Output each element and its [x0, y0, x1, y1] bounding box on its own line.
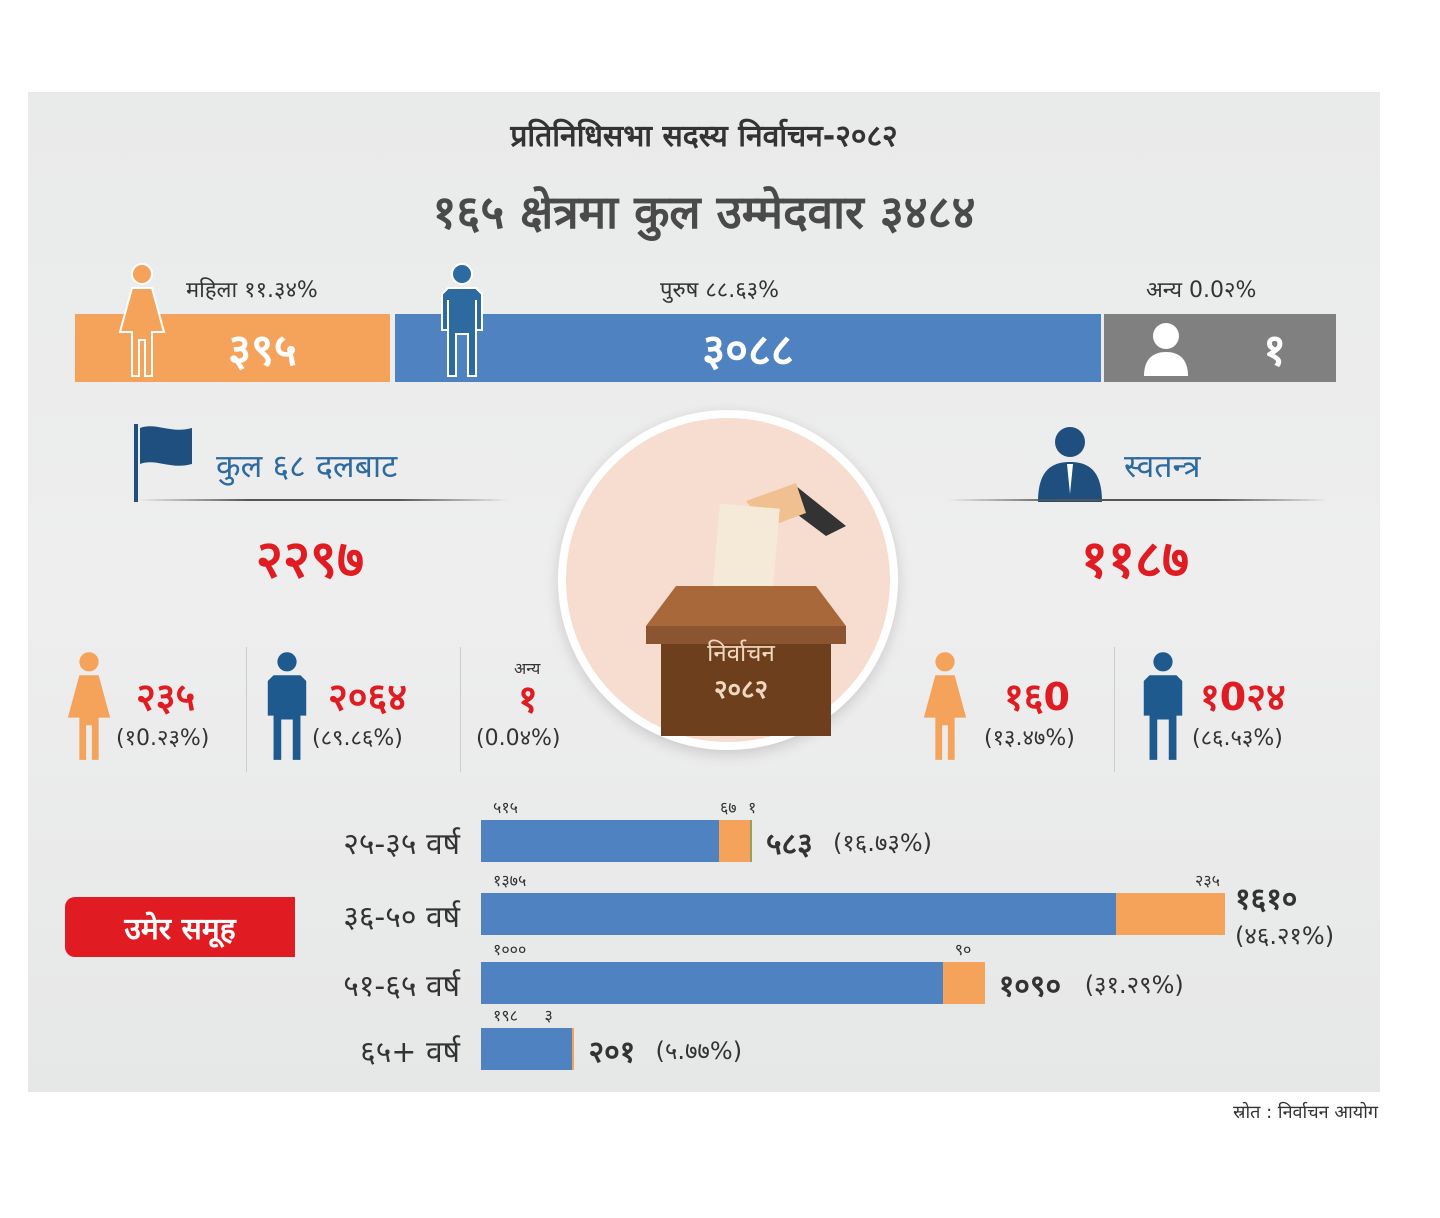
male-label: पुरुष ८८.६३%: [660, 278, 780, 303]
other-bar: १: [1104, 314, 1336, 382]
female-icon: [118, 263, 166, 377]
age-category-label: ५१-६५ वर्ष: [343, 969, 460, 1004]
other-label: अन्य 0.0२%: [1146, 278, 1257, 303]
ballot-box-icon: [646, 483, 846, 736]
male-icon: [441, 263, 483, 377]
independent-male-pct: (८६.५३%): [1192, 726, 1283, 751]
independent-female-pct: (१३.४७%): [984, 726, 1075, 751]
age-total: २०१: [588, 1035, 636, 1070]
male-count: ३०८८: [702, 325, 794, 376]
age-bar-segment: [481, 962, 944, 1004]
age-bar-segment: [481, 820, 719, 862]
age-bar-segment: [1116, 893, 1225, 935]
age-segment-label: ५१५: [493, 798, 518, 817]
female-bar: ३९५: [75, 314, 390, 382]
age-bar-segment: [943, 962, 985, 1004]
age-bar-segment: [481, 1028, 573, 1070]
age-percent: (४६.२१%): [1235, 922, 1335, 950]
age-segment-label: ६७: [719, 798, 737, 817]
independent-female-count: १६0: [1004, 675, 1070, 719]
parties-female-pct: (१0.२३%): [116, 726, 210, 751]
parties-other-pct: (0.0४%): [476, 726, 561, 751]
male-icon: [1143, 652, 1183, 760]
parties-total: २२९७: [255, 530, 365, 590]
female-icon: [67, 652, 111, 760]
age-group-label: उमेर समूह: [65, 897, 295, 957]
age-total: १६१०: [1235, 882, 1298, 917]
ballot-circle: निर्वाचन २०८२: [558, 410, 898, 750]
age-segment-label: १९८: [493, 1006, 518, 1025]
parties-other-count: १: [518, 677, 538, 721]
infographic-card: प्रतिनिधिसभा सदस्य निर्वाचन-२०८२ १६५ क्ष…: [28, 92, 1380, 1092]
age-segment-label: ९०: [954, 940, 972, 959]
divider: [246, 647, 247, 772]
parties-female-count: २३५: [136, 675, 196, 719]
age-percent: (३१.२९%): [1084, 971, 1184, 999]
independent-person-icon: [1038, 427, 1102, 502]
parties-other-label: अन्य: [514, 659, 541, 678]
female-label: महिला ११.३४%: [186, 278, 318, 303]
age-bar-segment: [749, 820, 752, 862]
divider: [1114, 647, 1115, 772]
age-bar-segment: [481, 893, 1117, 935]
age-percent: (५.७७%): [655, 1037, 743, 1065]
age-bar-segment: [718, 820, 750, 862]
person-icon: [1144, 323, 1188, 376]
subtitle: १६५ क्षेत्रमा कुल उम्मेदवार ३४८४: [432, 185, 976, 239]
independent-male-count: १0२४: [1200, 675, 1286, 719]
age-segment-label: ३: [544, 1006, 553, 1025]
age-category-label: ६५+ वर्ष: [360, 1035, 460, 1070]
parties-male-count: २०६४: [328, 675, 408, 719]
age-category-label: ३६-५० वर्ष: [343, 900, 460, 935]
age-segment-label: १०००: [493, 940, 527, 959]
female-icon: [923, 652, 967, 760]
independent-label: स्वतन्त्र: [1124, 447, 1201, 485]
divider: [138, 499, 508, 501]
divider: [948, 499, 1328, 501]
female-count: ३९५: [228, 325, 297, 376]
source-note: स्रोत : निर्वाचन आयोग: [1233, 1102, 1378, 1123]
ballot-text-1: निर्वाचन: [707, 639, 775, 667]
title: प्रतिनिधिसभा सदस्य निर्वाचन-२०८२: [510, 119, 898, 154]
independent-total: ११८७: [1080, 530, 1190, 590]
age-total: ५८३: [765, 827, 813, 862]
age-segment-label: १: [747, 798, 757, 817]
parties-male-pct: (८९.८६%): [312, 726, 403, 751]
divider: [460, 647, 461, 772]
age-bar-segment: [572, 1028, 575, 1070]
male-icon: [267, 652, 307, 760]
age-percent: (१६.७३%): [832, 829, 933, 857]
other-count: १: [1263, 325, 1286, 376]
age-category-label: २५-३५ वर्ष: [343, 827, 460, 862]
male-bar: ३०८८: [395, 314, 1101, 382]
age-segment-label: २३५: [1195, 871, 1220, 890]
flag-icon: [134, 424, 192, 502]
ballot-text-2: २०८२: [713, 675, 769, 705]
age-total: १०९०: [998, 969, 1062, 1004]
age-segment-label: १३७५: [493, 871, 527, 890]
parties-label: कुल ६८ दलबाट: [216, 447, 398, 485]
